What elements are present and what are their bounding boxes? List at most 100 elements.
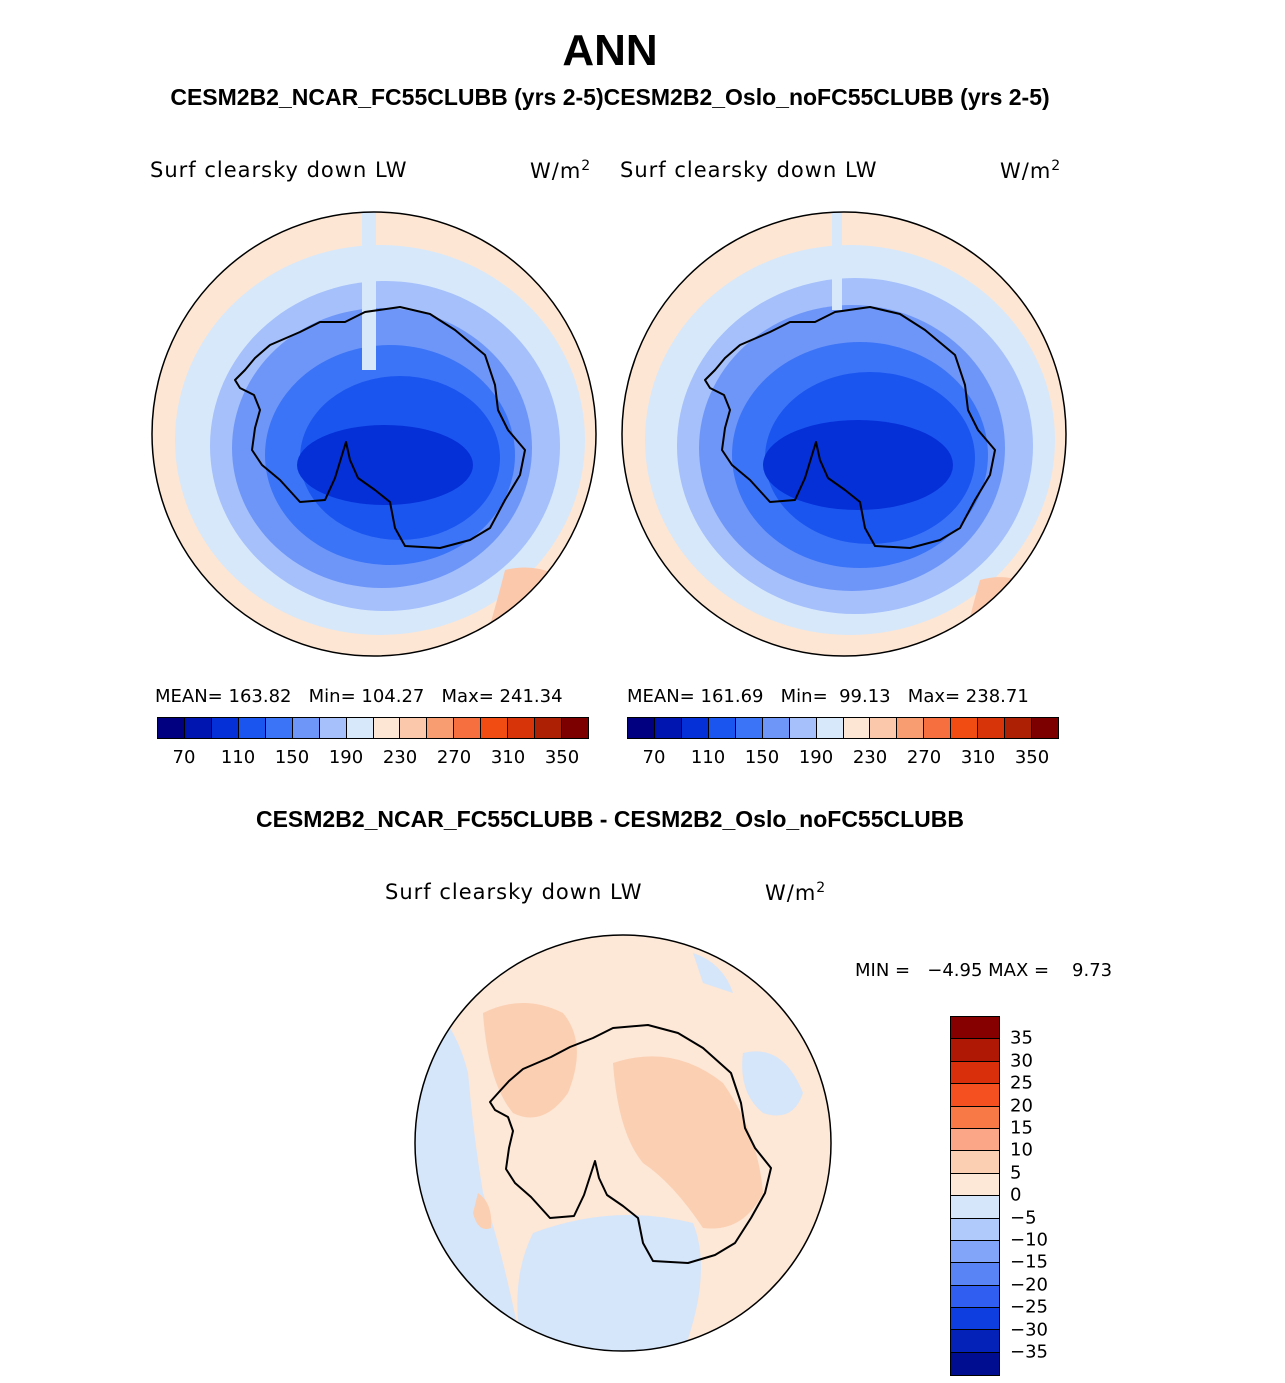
diff-colorbar-tick-label: −25 [1010, 1296, 1048, 1318]
panel1-colorbar-tick-label: 70 [172, 747, 196, 768]
diff-colorbar-cell [951, 1039, 999, 1062]
panel2-seam [832, 212, 842, 310]
panel1-units-exp: 2 [581, 158, 592, 174]
panel2-colorbar-cell [816, 718, 844, 738]
panel1-field-level6 [297, 425, 473, 505]
panel2-colorbar-cell [1005, 718, 1033, 738]
diff-colorbar-tick-label: −10 [1010, 1229, 1048, 1251]
panel1-colorbar-cell [400, 718, 428, 738]
panel1-colorbar-cell [292, 718, 320, 738]
panel2-colorbar-cell [681, 718, 709, 738]
panel1-colorbar-cell [373, 718, 401, 738]
diff-colorbar-cell [951, 1151, 999, 1174]
diff-colorbar-cell [951, 1285, 999, 1309]
panel1-colorbar-cell [454, 718, 482, 738]
panel1-colorbar-cell [158, 718, 185, 738]
diff-colorbar-cell [951, 1017, 999, 1040]
panel2-field-level6 [763, 420, 953, 510]
panel2-colorbar-cell [628, 718, 655, 738]
difference-colorbar [950, 1016, 1000, 1377]
panel1-colorbar-cell [481, 718, 509, 738]
panel2-colorbar-cell [654, 718, 682, 738]
panel2-colorbar-tick-label: 110 [690, 747, 726, 768]
diff-colorbar-tick-label: −30 [1010, 1319, 1048, 1341]
panel2-map-boundary [621, 211, 1067, 657]
panel2-colorbar-tick-label: 310 [960, 747, 996, 768]
panel2-colorbar-cell [870, 718, 898, 738]
panel2-antarctica-coastline [704, 306, 996, 549]
diff-colorbar-tick-label: −35 [1010, 1341, 1048, 1363]
diff-colorbar-cell [951, 1263, 999, 1286]
diff-colorbar-cell [951, 1173, 999, 1197]
panel1-units: W/m2 [530, 158, 591, 183]
panel2-colorbar-cell [897, 718, 925, 738]
diff-colorbar-tick-label: 5 [1010, 1162, 1022, 1184]
panel2-colorbar-tick-label: 230 [852, 747, 888, 768]
diff-positive-east-antarctica [613, 1056, 763, 1229]
panel1-colorbar-cell [319, 718, 347, 738]
panel2-variable-label: Surf clearsky down LW [620, 158, 878, 182]
diff-colorbar-tick-label: −20 [1010, 1274, 1048, 1296]
panel2-polar-map [621, 211, 1067, 657]
panel1-colorbar-cell [238, 718, 266, 738]
difference-polar-map [414, 934, 832, 1352]
panel2-colorbar-cell [735, 718, 763, 738]
diff-colorbar-tick-label: 0 [1010, 1184, 1022, 1206]
diff-colorbar-tick-label: 30 [1010, 1050, 1033, 1072]
panel2-colorbar-tick-label: 270 [906, 747, 942, 768]
panel1-colorbar-tick-label: 150 [274, 747, 310, 768]
panel1-seam [362, 212, 376, 370]
panel2-stats: MEAN= 161.69 Min= 99.13 Max= 238.71 [627, 686, 1029, 707]
diff-colorbar-cell [951, 1218, 999, 1241]
diff-colorbar-tick-label: 20 [1010, 1095, 1033, 1117]
panel1-colorbar-cell [427, 718, 455, 738]
panel2-colorbar-cell [978, 718, 1006, 738]
diff-colorbar-tick-label: −15 [1010, 1251, 1048, 1273]
panel1-stats: MEAN= 163.82 Min= 104.27 Max= 241.34 [155, 686, 563, 707]
diff-antarctica-coastline [489, 1024, 772, 1264]
diff-colorbar-cell [951, 1128, 999, 1152]
panel2-colorbar-tick-label: 190 [798, 747, 834, 768]
panel2-colorbar-tick-label: 350 [1014, 747, 1050, 768]
diff-colorbar-tick-label: 25 [1010, 1072, 1033, 1094]
panel1-colorbar [157, 717, 589, 739]
panel2-colorbar-cell [951, 718, 979, 738]
panel1-polar-map [151, 211, 597, 657]
panel2-colorbar-cell [789, 718, 817, 738]
diff-variable-label: Surf clearsky down LW [385, 880, 643, 904]
panel1-colorbar-tick-label: 350 [544, 747, 580, 768]
panel1-units-base: W/m [530, 159, 582, 183]
panel1-colorbar-tick-label: 270 [436, 747, 472, 768]
panel1-colorbar-cell [562, 718, 588, 738]
diff-positive-peninsula [483, 1003, 577, 1118]
panel2-colorbar [627, 717, 1059, 739]
diff-colorbar-cell [951, 1330, 999, 1353]
panel1-colorbar-tick-label: 110 [220, 747, 256, 768]
panel1-colorbar-tick-label: 190 [328, 747, 364, 768]
diff-colorbar-cell [951, 1308, 999, 1331]
diff-colorbar-tick-label: 35 [1010, 1027, 1033, 1049]
diff-colorbar-cell [951, 1084, 999, 1107]
diff-colorbar-cell [951, 1240, 999, 1264]
diff-negative-north [693, 953, 733, 993]
diff-negative-south [517, 1215, 701, 1351]
panel2-units-exp: 2 [1051, 158, 1062, 174]
panel2-colorbar-tick-label: 70 [642, 747, 666, 768]
diff-colorbar-cell [951, 1352, 999, 1376]
panel1-map-boundary [151, 211, 597, 657]
panel1-colorbar-tick-label: 230 [382, 747, 418, 768]
panel2-units: W/m2 [1000, 158, 1061, 183]
panel1-variable-label: Surf clearsky down LW [150, 158, 408, 182]
panel2-colorbar-cell [924, 718, 952, 738]
diff-colorbar-cell [951, 1196, 999, 1219]
diff-colorbar-tick-label: 10 [1010, 1139, 1033, 1161]
panel2-colorbar-cell [1032, 718, 1058, 738]
diff-map-boundary [414, 934, 832, 1352]
panel1-colorbar-cell [508, 718, 536, 738]
panel2-units-base: W/m [1000, 159, 1052, 183]
panel2-colorbar-tick-label: 150 [744, 747, 780, 768]
panel1-antarctica-coastline [234, 306, 526, 549]
diff-colorbar-tick-label: −5 [1010, 1207, 1037, 1229]
panel1-colorbar-cell [535, 718, 563, 738]
panel2-colorbar-cell [708, 718, 736, 738]
